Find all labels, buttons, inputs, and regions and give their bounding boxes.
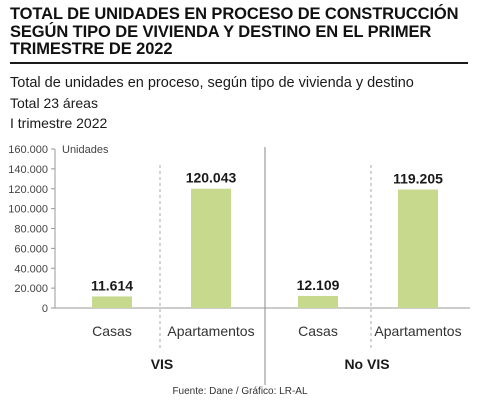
bar-value-label: 11.614 — [91, 277, 133, 293]
bar — [398, 189, 438, 308]
bar-chart: 0 20.000 40.000 60.000 80.000 100.000 120.000 1… — [8, 144, 470, 385]
group-label: VIS — [151, 356, 174, 372]
y-axis-label: Unidades — [62, 144, 109, 156]
source-note: Fuente: Dane / Gráfico: LR-AL — [172, 386, 308, 397]
chart-subtitle: Total de unidades en proceso, según tipo… — [10, 75, 414, 91]
y-tick-label: 120.000 — [8, 184, 48, 196]
y-tick-label: 60.000 — [14, 243, 48, 255]
bar-value-label: 12.109 — [297, 277, 340, 293]
y-tick-label: 100.000 — [8, 204, 48, 216]
headline-divider — [10, 62, 468, 64]
headline: TOTAL DE UNIDADES EN PROCESO DE CONSTRUC… — [10, 5, 459, 58]
category-label: Casas — [298, 323, 338, 339]
y-tick-label: 80.000 — [14, 224, 48, 236]
y-tick-label: 40.000 — [14, 263, 48, 275]
bar — [92, 296, 132, 308]
y-tick-label: 0 — [42, 303, 48, 315]
group-label: No VIS — [344, 356, 389, 372]
coverage-note: Total 23 áreas — [10, 95, 98, 111]
category-label: Casas — [92, 323, 132, 339]
y-tick-label: 20.000 — [14, 283, 48, 295]
category-label: Apartamentos — [374, 323, 461, 339]
bar-value-label: 120.043 — [186, 170, 237, 186]
bar — [298, 295, 338, 308]
y-tick-label: 140.000 — [8, 164, 48, 176]
y-tick-label: 160.000 — [8, 144, 48, 156]
period-note: I trimestre 2022 — [10, 115, 108, 131]
category-label: Apartamentos — [167, 323, 254, 339]
bar-value-label: 119.205 — [393, 171, 443, 187]
bar — [191, 188, 231, 308]
